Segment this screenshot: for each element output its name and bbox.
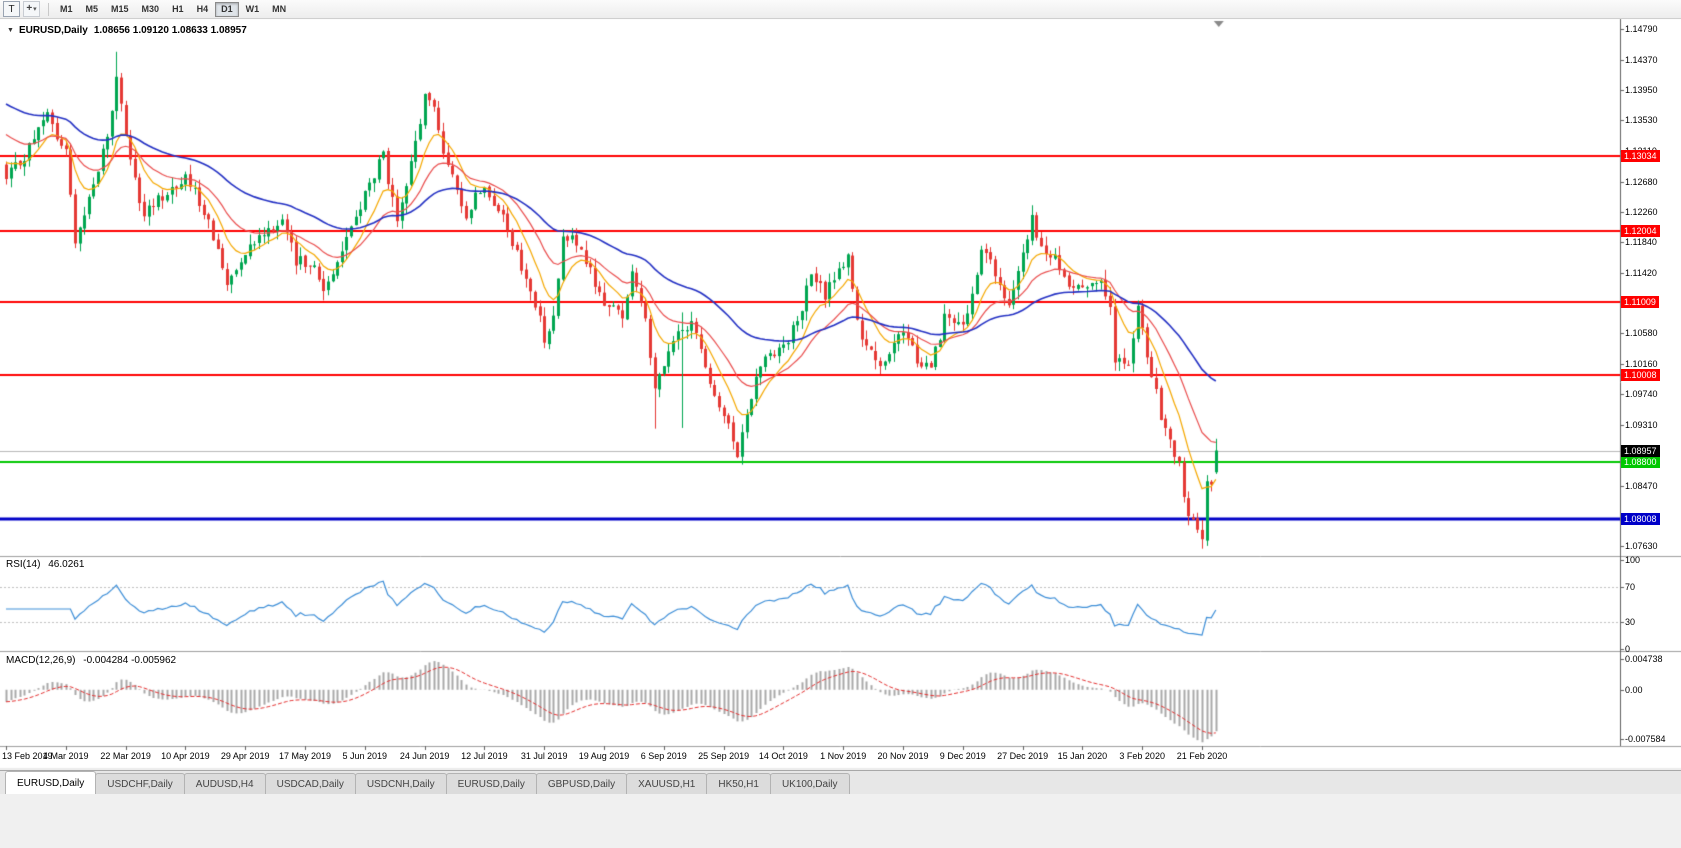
- timeframe-button-m30[interactable]: M30: [141, 4, 160, 14]
- price-axis-tick: 1.10580: [1625, 328, 1658, 339]
- crosshair-icon: +: [26, 3, 33, 14]
- timeframe-button-d1[interactable]: D1: [215, 1, 239, 17]
- top-toolbar: T + ▾ M1 M5 M15 M30 H1 H4 D1 W1 MN: [0, 0, 1681, 19]
- price-axis-tick: 1.09310: [1625, 420, 1658, 431]
- rsi-axis-label: 0: [1625, 644, 1631, 654]
- chart-tab-3-usdcad-daily[interactable]: USDCAD,Daily: [264, 773, 356, 794]
- price-axis-tick: 1.07630: [1625, 541, 1658, 552]
- date-axis-label: 14 Oct 2019: [758, 751, 808, 761]
- rsi-label-text: RSI(14): [6, 559, 41, 570]
- date-axis-label: 22 Mar 2019: [100, 751, 151, 761]
- macd-axis-label: 0.00: [1625, 684, 1643, 695]
- timeframe-button-h4[interactable]: H4: [196, 4, 209, 14]
- chart-tab-9-uk100-daily[interactable]: UK100,Daily: [769, 773, 850, 794]
- macd-axis-label: -0.007584: [1625, 734, 1666, 745]
- toolbar-divider: [48, 2, 49, 16]
- date-axis-label: 24 Jun 2019: [399, 751, 450, 761]
- chart-symbol-title: EURUSD,Daily: [18, 25, 88, 36]
- chart-tab-2-audusd-h4[interactable]: AUDUSD,H4: [183, 773, 266, 794]
- price-level-badge: 1.08800: [1621, 455, 1660, 468]
- price-axis-tick: 1.09740: [1625, 388, 1658, 399]
- price-axis-tick: 1.08470: [1625, 480, 1658, 491]
- chart-tab-1-usdchf-daily[interactable]: USDCHF,Daily: [95, 773, 185, 794]
- chart-tab-0-eurusd-daily[interactable]: EURUSD,Daily: [5, 771, 97, 794]
- date-axis-label: 1 Nov 2019: [820, 751, 867, 761]
- price-level-badge: 1.10008: [1621, 368, 1660, 381]
- price-axis-tick: 1.11420: [1625, 267, 1657, 278]
- date-axis-label: 13 Feb 2019: [2, 751, 53, 761]
- crosshair-tool-button[interactable]: + ▾: [23, 1, 40, 17]
- macd-indicator-label: MACD(12,26,9) -0.004284 -0.005962: [6, 655, 181, 666]
- date-axis-label: 25 Sep 2019: [698, 751, 750, 761]
- timeframe-button-mn[interactable]: MN: [272, 4, 287, 14]
- chart-ohlc-values: 1.08656 1.09120 1.08633 1.08957: [93, 25, 247, 36]
- timeframe-button-w1[interactable]: W1: [245, 4, 260, 14]
- price-level-badge: 1.13034: [1621, 150, 1660, 163]
- chart-header: ▼ EURUSD,Daily 1.08656 1.09120 1.08633 1…: [7, 25, 247, 36]
- rsi-axis-label: 30: [1625, 617, 1636, 628]
- price-axis-tick: 1.12680: [1625, 176, 1658, 187]
- price-axis-tick: 1.12260: [1625, 207, 1658, 218]
- window-bottom-area: [0, 794, 1681, 848]
- price-level-badge: 1.12004: [1621, 224, 1660, 237]
- timeframe-button-m15[interactable]: M15: [111, 4, 129, 14]
- date-axis-label: 9 Dec 2019: [939, 751, 986, 761]
- date-axis-label: 31 Jul 2019: [520, 751, 568, 761]
- price-level-badge: 1.08008: [1621, 513, 1660, 526]
- macd-axis-label: 0.004738: [1625, 653, 1663, 664]
- rsi-indicator-label: RSI(14) 46.0261: [6, 559, 89, 570]
- date-axis-label: 15 Jan 2020: [1057, 751, 1108, 761]
- chevron-down-icon: ▾: [33, 6, 37, 13]
- price-level-badge: 1.11009: [1621, 296, 1659, 309]
- date-axis-label: 12 Jul 2019: [461, 751, 508, 761]
- date-axis-label: 29 Apr 2019: [220, 751, 270, 761]
- price-axis-tick: 1.14370: [1625, 54, 1658, 65]
- price-axis-tick: 1.10160: [1625, 358, 1658, 369]
- price-axis-tick: 1.13950: [1625, 85, 1658, 96]
- timeframe-button-group: M1 M5 M15 M30 H1 H4 D1 W1 MN: [54, 1, 293, 17]
- date-axis-label: 6 Sep 2019: [640, 751, 687, 761]
- timeframe-button-m1[interactable]: M1: [60, 4, 73, 14]
- date-axis-label: 20 Nov 2019: [877, 751, 929, 761]
- date-axis-label: 21 Feb 2020: [1176, 751, 1228, 761]
- date-axis-label: 3 Feb 2020: [1119, 751, 1165, 761]
- price-axis-tick: 1.11840: [1625, 237, 1657, 248]
- date-axis-label: 4 Mar 2019: [43, 751, 89, 761]
- date-axis-label: 27 Dec 2019: [997, 751, 1049, 761]
- chart-tab-7-xauusd-h1[interactable]: XAUUSD,H1: [626, 773, 708, 794]
- price-axis-tick: 1.13530: [1625, 115, 1658, 126]
- collapse-arrow-icon[interactable]: ▼: [7, 27, 14, 34]
- date-axis-label: 17 May 2019: [278, 751, 332, 761]
- chart-tab-8-hk50-h1[interactable]: HK50,H1: [706, 773, 771, 794]
- rsi-value: 46.0261: [48, 559, 85, 570]
- price-axis-tick: 1.14790: [1625, 24, 1658, 35]
- rsi-axis-label: 100: [1625, 555, 1641, 565]
- date-axis-label: 19 Aug 2019: [578, 751, 630, 761]
- chart-tab-6-gbpusd-daily[interactable]: GBPUSD,Daily: [535, 773, 628, 794]
- macd-values: -0.004284 -0.005962: [83, 655, 177, 666]
- timeframe-button-m5[interactable]: M5: [85, 4, 99, 14]
- text-tool-button[interactable]: T: [3, 1, 20, 17]
- chart-tab-5-eurusd-daily[interactable]: EURUSD,Daily: [445, 773, 537, 794]
- date-axis-label: 10 Apr 2019: [161, 751, 210, 761]
- date-axis-label: 5 Jun 2019: [342, 751, 388, 761]
- current-price-badge: 1.08957: [1621, 444, 1660, 457]
- macd-label-text: MACD(12,26,9): [6, 655, 76, 666]
- chart-tab-bar: EURUSD,Daily USDCHF,Daily AUDUSD,H4 USDCAD,…: [0, 770, 1681, 794]
- chart-tab-4-usdcnh-daily[interactable]: USDCNH,Daily: [354, 773, 447, 794]
- timeframe-button-h1[interactable]: H1: [172, 4, 184, 14]
- rsi-axis-label: 70: [1625, 581, 1636, 592]
